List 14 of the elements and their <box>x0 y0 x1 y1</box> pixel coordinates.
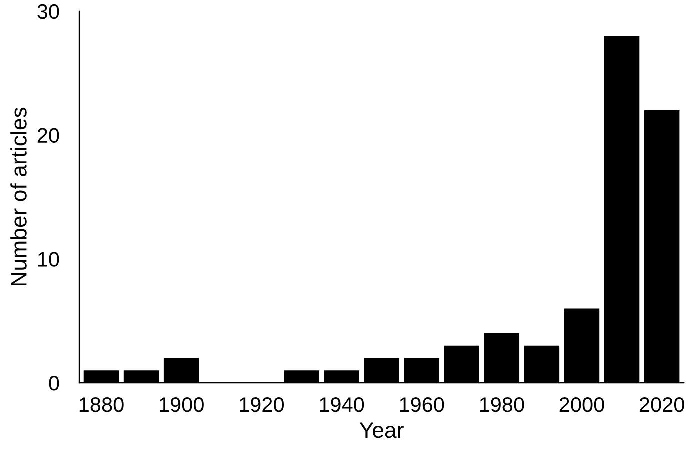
x-tick-label: 2020 <box>640 397 684 412</box>
x-tick-label: 1880 <box>80 397 124 412</box>
x-tick-label: 1900 <box>160 397 204 412</box>
y-tick-label: 20 <box>38 128 60 144</box>
x-tick-label: 1980 <box>480 397 524 412</box>
x-tick-label: 2000 <box>560 397 604 412</box>
y-tick-label: 30 <box>38 4 60 20</box>
x-tick-label: 1920 <box>240 397 284 412</box>
y-tick-label: 10 <box>38 252 60 267</box>
x-tick-label: 1940 <box>320 397 364 412</box>
x-axis-title: Year <box>360 422 404 438</box>
y-axis-title: Number of articles <box>10 108 27 286</box>
x-tick-label: 1960 <box>400 397 444 412</box>
y-tick-label: 0 <box>49 376 60 391</box>
